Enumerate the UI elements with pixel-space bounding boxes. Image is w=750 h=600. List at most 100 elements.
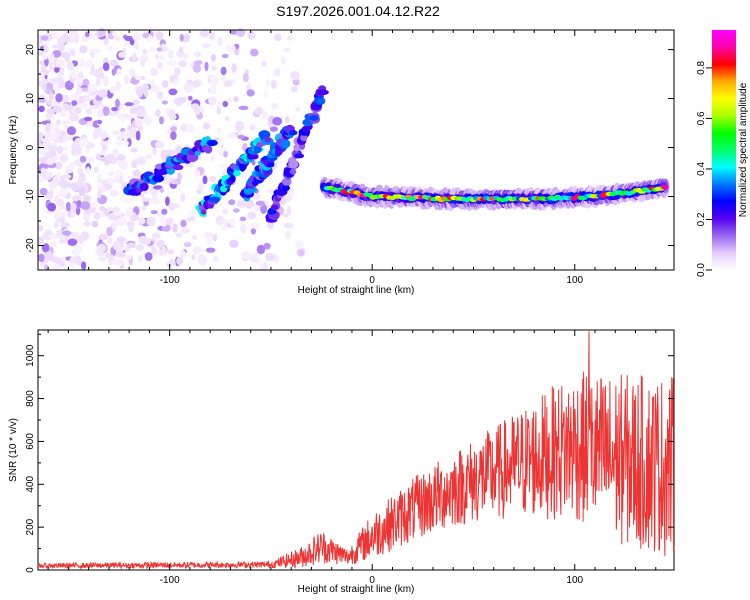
spectrogram-cell — [57, 36, 67, 44]
spectrogram-cell — [249, 124, 256, 131]
spectrogram-cell — [115, 113, 124, 119]
spectrogram-cell — [144, 88, 148, 98]
y-tick-label: 800 — [25, 390, 36, 407]
spectrogram-cell — [77, 178, 84, 188]
spectrogram-cell — [281, 177, 292, 186]
spectrogram-cell — [168, 50, 174, 59]
spectrogram-ylabel: Frequency (Hz) — [8, 116, 19, 185]
spectrogram-cell — [156, 91, 164, 100]
x-tick-label: -100 — [160, 275, 180, 286]
spectrogram-cell — [126, 242, 136, 249]
spectrogram-cell — [177, 172, 183, 181]
spectrogram-cell — [180, 193, 186, 202]
spectrogram-cell — [61, 120, 70, 125]
colorbar-tick-label: 0.2 — [696, 212, 707, 226]
spectrogram-cell — [91, 206, 96, 214]
snr-xlabel: Height of straight line (km) — [298, 584, 415, 595]
spectrogram-cell — [69, 256, 79, 264]
spectrogram-cell — [204, 61, 209, 72]
spectrogram-cell — [109, 189, 119, 197]
spectrogram-cell — [164, 149, 175, 156]
spectrogram-cell — [288, 159, 299, 169]
spectrogram-cell — [161, 46, 169, 52]
spectrogram-cell — [83, 221, 92, 227]
spectrogram-cell — [173, 78, 180, 85]
spectrogram-cell — [66, 61, 74, 71]
spectrogram-cell — [55, 93, 63, 103]
spectrogram-cell — [68, 261, 76, 271]
spectrogram-cell — [208, 176, 217, 183]
spectrogram-cell — [43, 147, 50, 153]
spectrogram-cell — [71, 100, 78, 106]
spectrogram-cell — [247, 31, 256, 40]
spectrogram-cell — [135, 130, 141, 141]
spectrogram-cell — [51, 31, 59, 40]
spectrogram-cell — [168, 249, 174, 255]
spectrogram-cell — [85, 122, 95, 128]
spectrogram-cell — [87, 83, 98, 93]
spectrogram-cell — [111, 31, 118, 37]
spectrogram-cell — [293, 144, 301, 152]
spectrogram-cell — [275, 158, 283, 165]
snr-frame — [37, 329, 675, 571]
spectrogram-cell — [44, 264, 49, 271]
spectrogram-cell — [131, 160, 138, 169]
spectrogram-cell — [225, 116, 230, 121]
spectrogram-cell — [283, 222, 294, 229]
spectrogram-cell — [55, 59, 65, 68]
spectrogram-cell — [83, 116, 93, 122]
spectrogram-cell — [300, 134, 308, 142]
y-tick-label: -10 — [25, 189, 36, 204]
spectrogram-cell — [102, 76, 109, 87]
spectrogram-cell — [54, 161, 63, 170]
spectrogram-cell — [280, 139, 291, 149]
spectrogram-cell — [156, 47, 163, 52]
spectrogram-cell — [124, 74, 130, 85]
spectrogram-cell — [78, 186, 86, 196]
spectrogram-cell — [59, 205, 65, 210]
spectrogram-cell — [178, 60, 188, 67]
spectrogram-cell — [38, 98, 46, 104]
spectrogram-cell — [102, 144, 107, 151]
spectrogram-cell — [660, 185, 669, 190]
spectrogram-cell — [72, 195, 82, 202]
spectrogram-cell — [47, 202, 57, 212]
spectrogram-cell — [137, 243, 142, 252]
spectrogram-frame — [37, 29, 675, 271]
spectrogram-heatmap — [36, 28, 670, 272]
snr-series-line — [37, 331, 675, 571]
spectrogram-cell — [216, 107, 222, 115]
spectrogram-cell — [290, 70, 300, 81]
spectrogram-cell — [96, 119, 103, 125]
colorbar-tick-label: 0.8 — [696, 61, 707, 75]
spectrogram-cell — [45, 113, 53, 119]
spectrogram-cell — [130, 147, 138, 153]
spectrogram-cell — [154, 54, 160, 60]
spectrogram-cell — [110, 259, 121, 266]
spectrogram-cell — [201, 43, 211, 48]
spectrogram-cell — [79, 137, 89, 148]
spectrogram-cell — [62, 174, 72, 179]
spectrogram-cell — [48, 180, 58, 189]
spectrogram-cell — [46, 108, 55, 115]
spectrogram-cell — [44, 88, 53, 95]
spectrogram-cell — [104, 159, 110, 166]
spectrogram-cell — [41, 82, 47, 91]
spectrogram-cell — [235, 28, 246, 38]
spectrogram-cell — [70, 72, 78, 79]
spectrogram-cell — [140, 55, 149, 63]
spectrogram-cell — [132, 169, 142, 177]
spectrogram-cell — [294, 107, 301, 112]
spectrogram-cell — [54, 128, 62, 138]
spectrogram-cell — [118, 51, 126, 58]
spectrogram-cell — [267, 209, 277, 215]
spectrogram-cell — [267, 188, 275, 195]
spectrogram-cell — [233, 96, 239, 102]
spectrogram-cell — [210, 155, 216, 162]
spectrogram-cell — [45, 123, 51, 133]
spectrogram-cell — [106, 226, 113, 237]
spectrogram-cell — [250, 222, 260, 231]
spectrogram-cell — [286, 35, 293, 41]
